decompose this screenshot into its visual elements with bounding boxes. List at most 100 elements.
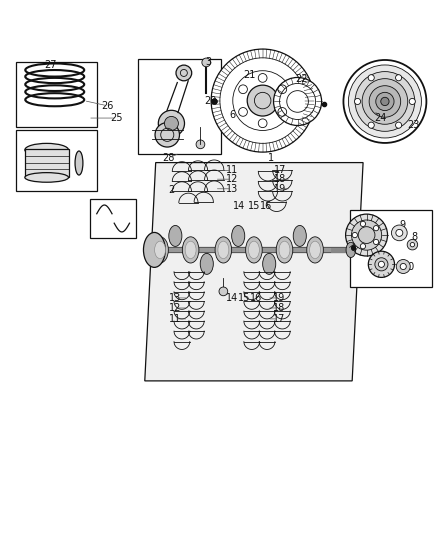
Polygon shape: [145, 163, 363, 381]
Text: 16: 16: [250, 293, 262, 303]
Ellipse shape: [276, 237, 293, 263]
Text: 1: 1: [268, 153, 275, 163]
Circle shape: [369, 86, 401, 117]
Circle shape: [274, 77, 321, 125]
Text: 18: 18: [273, 303, 286, 313]
Circle shape: [211, 49, 314, 152]
Circle shape: [348, 65, 421, 138]
Ellipse shape: [218, 241, 229, 259]
Circle shape: [396, 122, 402, 128]
Text: 12: 12: [169, 303, 181, 313]
Text: 6: 6: [229, 110, 235, 119]
Ellipse shape: [215, 237, 232, 263]
Ellipse shape: [200, 253, 213, 274]
Text: 18: 18: [274, 174, 286, 184]
Text: 19: 19: [274, 184, 286, 194]
Circle shape: [392, 225, 407, 241]
Circle shape: [358, 227, 375, 244]
Circle shape: [202, 58, 211, 67]
Text: 28: 28: [162, 153, 175, 163]
Text: 4: 4: [382, 257, 388, 267]
Circle shape: [362, 79, 408, 124]
Ellipse shape: [310, 241, 321, 259]
Text: 17: 17: [273, 314, 286, 324]
Text: 15: 15: [248, 201, 260, 211]
Circle shape: [378, 261, 385, 268]
Circle shape: [375, 258, 388, 271]
Circle shape: [407, 239, 418, 250]
Text: 13: 13: [226, 184, 238, 194]
Circle shape: [196, 140, 205, 149]
Ellipse shape: [246, 237, 262, 263]
Circle shape: [374, 239, 379, 245]
Circle shape: [409, 99, 415, 104]
Ellipse shape: [152, 237, 168, 263]
Circle shape: [176, 65, 192, 81]
Ellipse shape: [25, 143, 68, 157]
Ellipse shape: [248, 241, 259, 259]
Circle shape: [360, 244, 366, 249]
Bar: [90, 199, 136, 238]
Text: 11: 11: [226, 165, 238, 175]
Bar: [138, 59, 221, 154]
Ellipse shape: [25, 173, 68, 182]
Circle shape: [360, 221, 366, 227]
Ellipse shape: [75, 151, 83, 175]
Text: 5: 5: [367, 219, 373, 229]
Circle shape: [247, 85, 278, 116]
Text: 2: 2: [168, 185, 174, 195]
Text: 11: 11: [169, 314, 181, 324]
Ellipse shape: [169, 225, 182, 246]
Circle shape: [368, 251, 395, 277]
Circle shape: [374, 225, 379, 231]
Circle shape: [400, 263, 406, 270]
Text: 9: 9: [399, 220, 406, 230]
Bar: [25, 149, 68, 177]
Text: 14: 14: [226, 293, 238, 303]
Ellipse shape: [155, 241, 166, 259]
Text: 20: 20: [204, 96, 216, 107]
Text: 8: 8: [412, 232, 418, 242]
Ellipse shape: [293, 225, 306, 246]
Text: 16: 16: [260, 201, 272, 211]
Circle shape: [155, 123, 180, 147]
Circle shape: [410, 243, 415, 247]
Ellipse shape: [279, 241, 290, 259]
Ellipse shape: [263, 253, 276, 274]
Circle shape: [352, 232, 357, 238]
Circle shape: [396, 260, 410, 273]
Text: 13: 13: [169, 293, 181, 303]
Text: 14: 14: [233, 201, 245, 211]
Circle shape: [354, 99, 360, 104]
Ellipse shape: [232, 225, 245, 246]
Ellipse shape: [307, 237, 323, 263]
Text: 22: 22: [296, 74, 308, 84]
Text: 12: 12: [226, 174, 238, 184]
Circle shape: [164, 116, 178, 131]
Text: 17: 17: [274, 165, 286, 175]
Circle shape: [158, 110, 184, 136]
Ellipse shape: [346, 243, 356, 257]
Bar: [16, 62, 97, 127]
Text: 7: 7: [351, 244, 357, 254]
Text: 27: 27: [45, 60, 57, 70]
Text: 26: 26: [102, 101, 114, 111]
Text: 23: 23: [407, 119, 420, 130]
Ellipse shape: [144, 232, 165, 268]
Bar: [16, 130, 97, 191]
Circle shape: [355, 71, 415, 131]
Circle shape: [368, 75, 374, 81]
Text: 25: 25: [110, 113, 123, 123]
Text: 3: 3: [205, 57, 211, 67]
Text: 10: 10: [403, 262, 415, 271]
Ellipse shape: [185, 241, 196, 259]
Circle shape: [346, 214, 388, 256]
Bar: [350, 210, 432, 287]
Circle shape: [351, 220, 381, 250]
Circle shape: [396, 75, 402, 81]
Text: 19: 19: [273, 293, 286, 303]
Text: 21: 21: [244, 70, 256, 80]
Circle shape: [381, 98, 389, 106]
Circle shape: [343, 60, 426, 143]
Text: 15: 15: [238, 293, 251, 303]
